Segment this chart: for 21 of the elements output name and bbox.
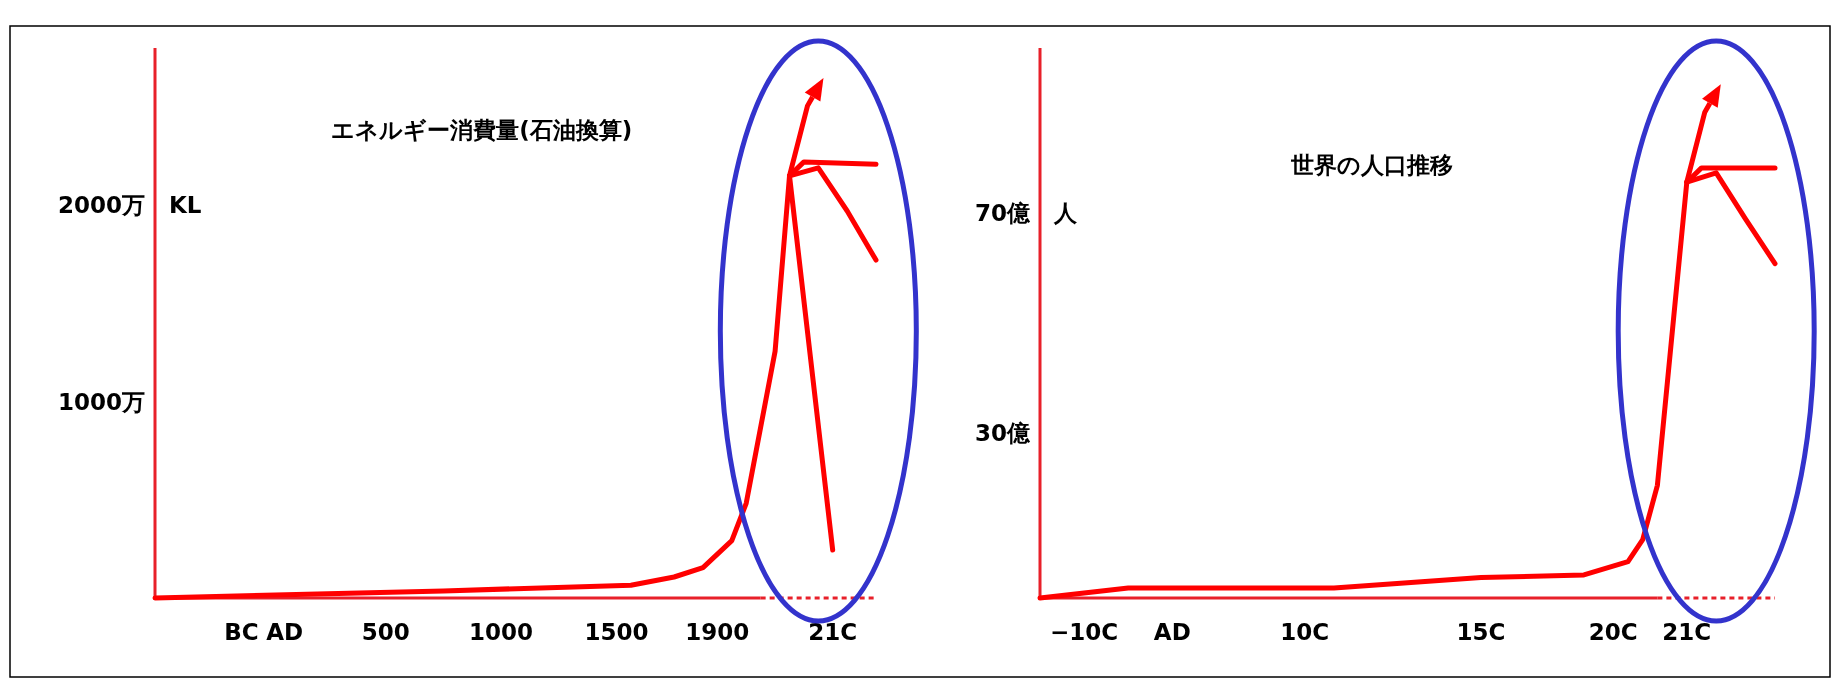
y-tick-label: 1000万	[57, 388, 145, 415]
y-tick-label: 70億	[974, 200, 1031, 226]
y-tick-label: 2000万	[57, 192, 145, 219]
y-axis-title: 人	[1053, 200, 1078, 226]
y-tick-label: 30億	[974, 420, 1031, 446]
x-tick-label: 20C	[1588, 619, 1638, 645]
x-tick-label: AD	[266, 619, 304, 645]
x-tick-label: 1900	[685, 619, 750, 645]
text: エネルギー消費量(石油換算)	[331, 117, 633, 143]
text: 世界の人口推移	[1289, 152, 1453, 178]
x-tick-label: 500	[361, 619, 410, 645]
x-tick-label: AD	[1153, 619, 1191, 645]
x-tick-label: −10C	[1050, 619, 1119, 645]
x-tick-label: 21C	[1662, 619, 1712, 645]
x-tick-label: BC	[224, 619, 259, 645]
x-tick-label: 1000	[469, 619, 534, 645]
x-tick-label: 21C	[808, 619, 858, 645]
y-axis-title: KL	[169, 192, 202, 219]
x-tick-label: 1500	[584, 619, 649, 645]
x-tick-label: 10C	[1280, 619, 1330, 645]
x-tick-label: 15C	[1456, 619, 1506, 645]
